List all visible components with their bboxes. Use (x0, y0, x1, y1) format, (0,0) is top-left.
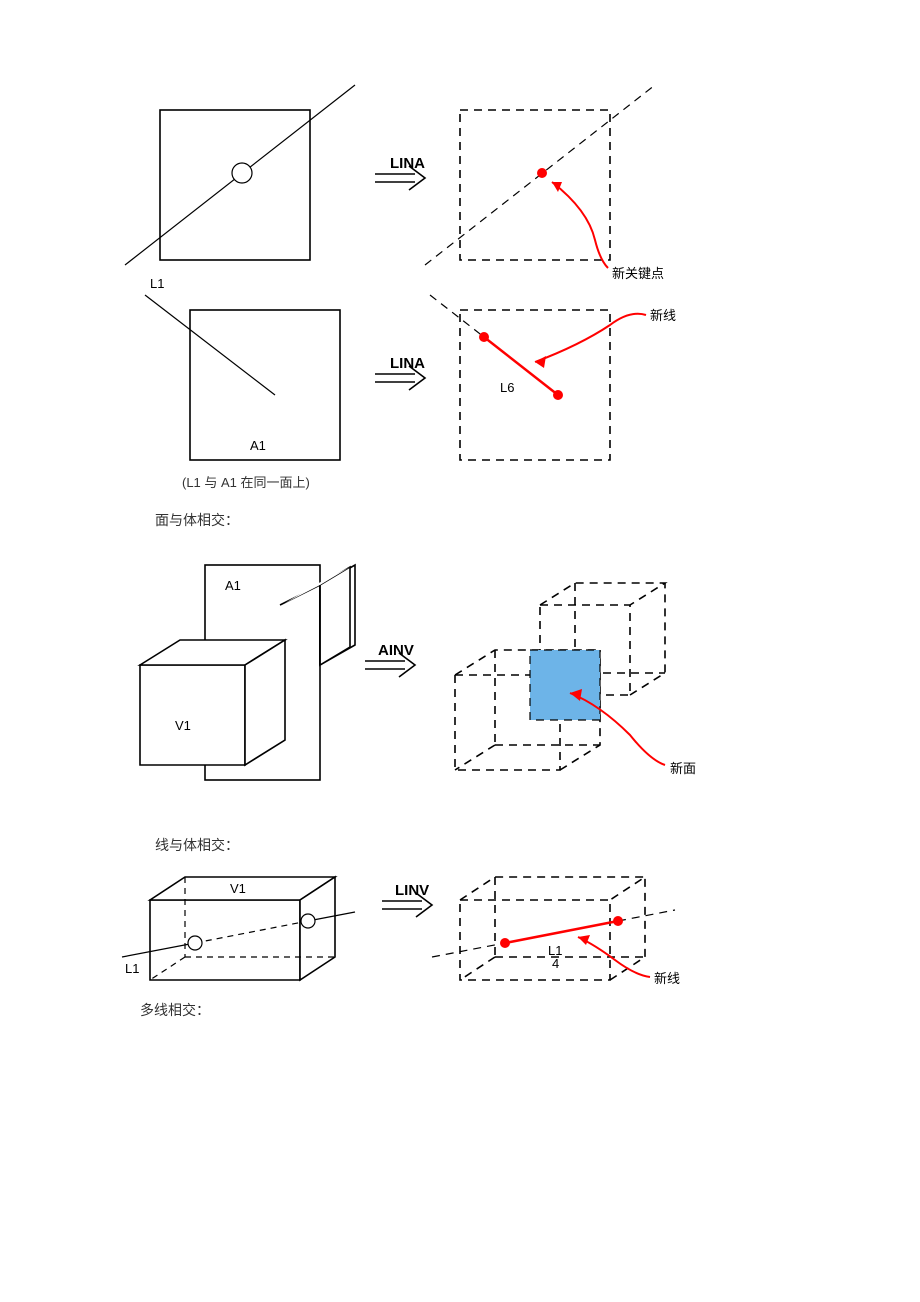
l1-label: L1 (125, 961, 139, 976)
callout-arrowhead (578, 935, 590, 945)
new-line-label: 新线 (650, 308, 676, 323)
new-line-dot2 (613, 916, 623, 926)
command-label: LINA (390, 155, 425, 172)
l1-label: L1 (150, 276, 164, 291)
diagram-lina-point: LINA 新关键点 (160, 110, 720, 310)
right-line-outer-right (618, 910, 675, 921)
callout-arrow (552, 182, 608, 268)
diagram2-note: (L1 与 A1 在同一面上) (182, 472, 310, 491)
right-square (460, 110, 610, 260)
l14-label-b: 4 (552, 956, 559, 971)
new-face (530, 650, 600, 720)
diagram-linv: V1 L1 LINV L1 4 新线 (130, 865, 750, 1015)
diagram-ainv: A1 V1 AINV 新 (130, 555, 750, 815)
command-label: LINA (390, 355, 425, 372)
new-face-label: 新面 (670, 761, 696, 776)
new-keypoint-dot (537, 168, 547, 178)
v1-label: V1 (230, 881, 246, 896)
section-line-volume: 线与体相交： (155, 835, 239, 855)
new-line-segment (505, 921, 618, 943)
a1-label: A1 (225, 578, 241, 593)
left-intersect-circle (232, 163, 252, 183)
section-multiline: 多线相交： (140, 1000, 210, 1020)
front-cuboid-v1 (140, 640, 285, 765)
right-line-outer-left (432, 943, 505, 957)
new-line-label: 新线 (654, 971, 680, 986)
callout-arrowhead (552, 182, 562, 192)
page: LINA 新关键点 L1 A1 LINA (0, 0, 920, 1302)
command-label: LINV (395, 882, 429, 899)
l6-label: L6 (500, 380, 514, 395)
a1-label: A1 (250, 438, 266, 453)
callout-arrow (535, 314, 646, 362)
new-line-segment (484, 337, 558, 395)
v1-label: V1 (175, 718, 191, 733)
new-keypoint-label: 新关键点 (612, 266, 664, 281)
command-label: AINV (378, 642, 414, 659)
new-line-dot1 (479, 332, 489, 342)
left-square (160, 110, 310, 260)
callout-arrowhead (535, 356, 546, 368)
section-face-volume: 面与体相交： (155, 510, 239, 530)
pierce-circle-2 (301, 914, 315, 928)
new-line-dot1 (500, 938, 510, 948)
new-line-dot2 (553, 390, 563, 400)
pierce-circle-1 (188, 936, 202, 950)
